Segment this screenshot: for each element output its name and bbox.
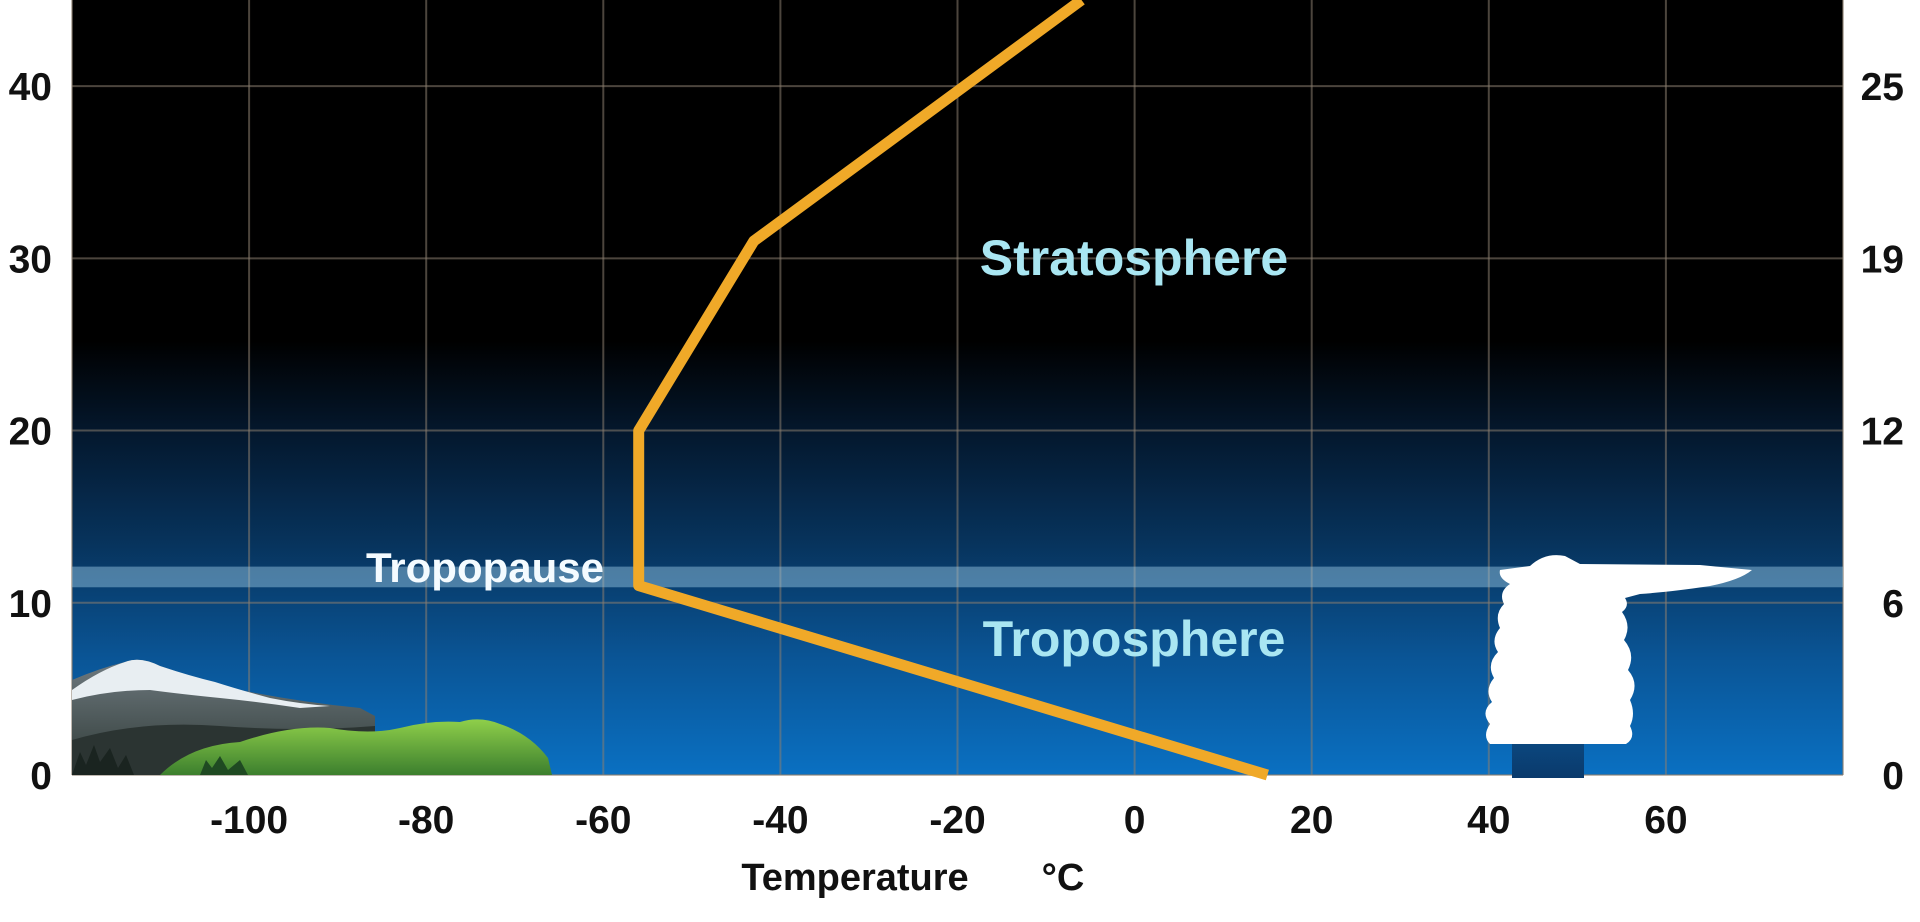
x-tick-label: 40 xyxy=(1467,799,1510,842)
x-tick-label: 0 xyxy=(1124,799,1146,842)
mountains-icon xyxy=(72,659,552,775)
x-tick-label: -40 xyxy=(752,799,808,842)
y-axis-left-ticks: 0 10 20 30 40 xyxy=(9,66,52,798)
y-tick-label-right: 25 xyxy=(1861,66,1904,109)
y-tick-label-left: 0 xyxy=(30,755,52,798)
y-tick-label-right: 12 xyxy=(1861,411,1904,454)
y-tick-label-left: 20 xyxy=(9,411,52,454)
y-tick-label-right: 0 xyxy=(1882,755,1904,798)
x-axis-unit: °C xyxy=(1042,857,1085,899)
tropopause-label: Tropopause xyxy=(366,544,604,591)
x-tick-label: -60 xyxy=(575,799,631,842)
tropopause-band xyxy=(72,566,1843,588)
x-tick-label: -80 xyxy=(398,799,454,842)
x-tick-label: 60 xyxy=(1644,799,1687,842)
x-tick-label: -100 xyxy=(210,799,288,842)
x-axis-ticks: -100 -80 -60 -40 -20 0 20 40 60 xyxy=(210,799,1688,842)
x-tick-label: 20 xyxy=(1290,799,1333,842)
stratosphere-label: Stratosphere xyxy=(980,230,1288,286)
x-axis-title: Temperature xyxy=(741,857,968,899)
y-tick-label-right: 6 xyxy=(1882,583,1904,626)
thunderstorm-cloud-icon xyxy=(1485,555,1752,778)
chart-grid xyxy=(71,0,1844,776)
x-tick-label: -20 xyxy=(929,799,985,842)
y-tick-label-left: 40 xyxy=(9,66,52,109)
y-tick-label-left: 30 xyxy=(9,238,52,281)
y-tick-label-right: 19 xyxy=(1861,238,1904,281)
y-axis-right-ticks: 0 6 12 19 25 xyxy=(1861,66,1904,798)
troposphere-label: Troposphere xyxy=(983,611,1286,667)
y-tick-label-left: 10 xyxy=(9,583,52,626)
temperature-profile-line xyxy=(633,0,1269,781)
